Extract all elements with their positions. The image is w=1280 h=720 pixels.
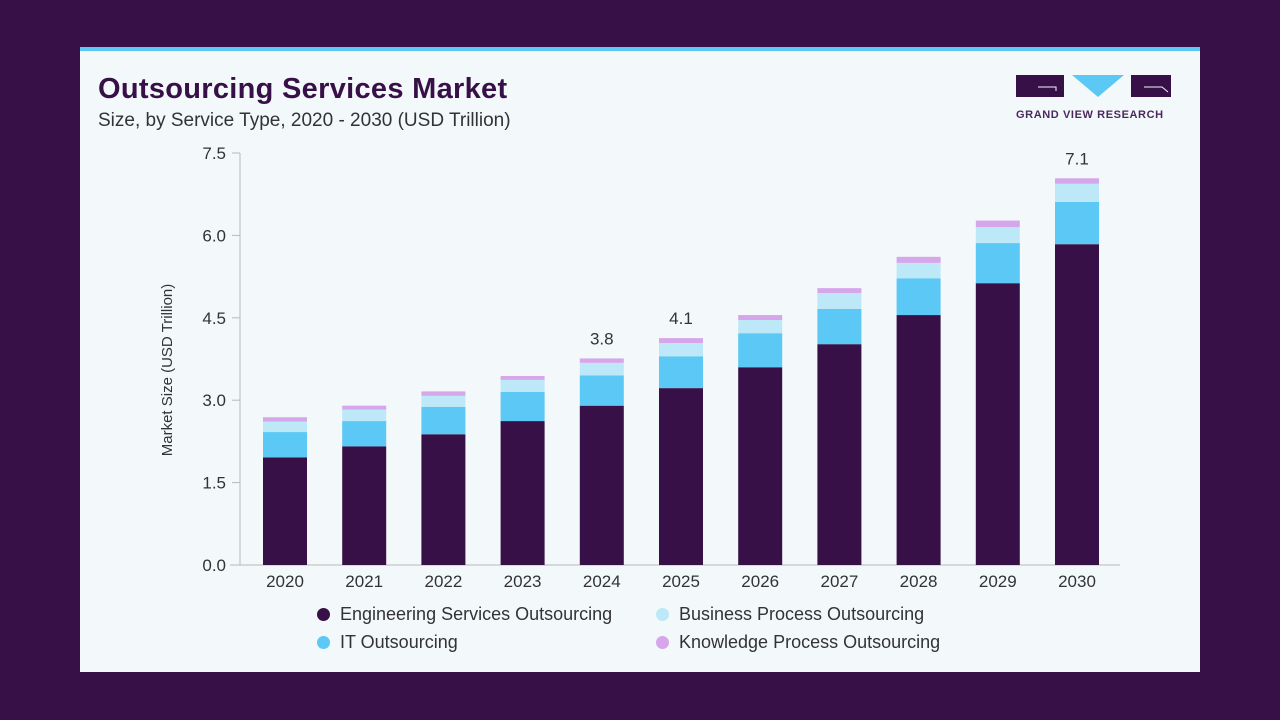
bar-segment	[659, 343, 703, 357]
bar-segment	[896, 315, 941, 565]
data-label: 7.1	[1065, 149, 1089, 168]
logo-text: GRAND VIEW RESEARCH	[1016, 109, 1164, 121]
bar-segment	[342, 405, 387, 410]
chart-subtitle: Size, by Service Type, 2020 - 2030 (USD …	[98, 110, 511, 131]
bar-segment	[896, 262, 941, 279]
legend-item-engineering: Engineering Services Outsourcing	[317, 604, 612, 625]
bar-segment	[1055, 178, 1099, 184]
legend-item-it: IT Outsourcing	[317, 632, 458, 653]
bar-segment	[659, 356, 703, 389]
bar-segment	[342, 446, 387, 565]
y-tick-label: 1.5	[202, 474, 226, 493]
x-tick-label: 2026	[741, 572, 779, 591]
bar-segment	[500, 391, 545, 422]
bar-segment	[579, 358, 624, 363]
x-tick-label: 2024	[583, 572, 621, 591]
x-tick-label: 2028	[900, 572, 938, 591]
y-tick-label: 0.0	[202, 556, 226, 575]
bar-segment	[659, 388, 703, 565]
x-tick-label: 2020	[266, 572, 304, 591]
bar-segment	[817, 288, 862, 294]
bar-segment	[817, 344, 862, 565]
bar-segment	[975, 243, 1020, 284]
bar-segment	[738, 333, 783, 368]
bar-segment	[1055, 244, 1099, 565]
grand-view-research-logo	[1016, 75, 1171, 97]
bar-segment	[817, 309, 862, 345]
bar-segment	[500, 379, 545, 392]
bar-segment	[1055, 183, 1099, 202]
legend-item-knowledge-process: Knowledge Process Outsourcing	[656, 632, 940, 653]
bar-segment	[263, 457, 307, 565]
legend-label: Engineering Services Outsourcing	[340, 604, 613, 624]
x-tick-label: 2029	[979, 572, 1017, 591]
bar-segment	[1055, 201, 1099, 245]
data-label: 4.1	[669, 309, 693, 328]
bar-segment	[421, 406, 466, 435]
bar-segment	[738, 367, 783, 565]
bar-segment	[738, 315, 783, 320]
x-tick-label: 2021	[345, 572, 383, 591]
bar-segment	[738, 319, 783, 334]
legend-swatch	[656, 608, 669, 621]
chart-title: Outsourcing Services Market	[98, 73, 508, 105]
legend-swatch	[317, 608, 330, 621]
bar-segment	[975, 283, 1020, 565]
bar-segment	[263, 417, 307, 422]
bar-segment	[342, 421, 387, 447]
legend-label: IT Outsourcing	[340, 632, 458, 652]
y-tick-label: 7.5	[202, 144, 226, 163]
bar-segment	[579, 375, 624, 406]
bar-segment	[975, 227, 1020, 244]
bar-segment	[263, 421, 307, 433]
y-tick-label: 6.0	[202, 226, 226, 245]
data-label: 3.8	[590, 329, 614, 348]
bar-segment	[421, 395, 466, 407]
x-tick-label: 2030	[1058, 572, 1096, 591]
bar-segment	[579, 362, 624, 376]
legend-label: Business Process Outsourcing	[679, 604, 925, 624]
y-tick-label: 4.5	[202, 309, 226, 328]
bar-segment	[421, 434, 466, 565]
bar-segment	[263, 432, 307, 458]
x-tick-label: 2022	[424, 572, 462, 591]
bar-segment	[500, 376, 545, 380]
legend-item-business-process: Business Process Outsourcing	[656, 604, 924, 625]
bar-segment	[896, 256, 941, 263]
bar-segment	[896, 278, 941, 316]
bar-segment	[659, 338, 703, 344]
x-tick-label: 2023	[504, 572, 542, 591]
legend-swatch	[656, 636, 669, 649]
y-tick-label: 3.0	[202, 391, 226, 410]
bar-segment	[500, 421, 545, 565]
legend-label: Knowledge Process Outsourcing	[679, 632, 941, 652]
bar-segment	[817, 293, 862, 310]
legend-swatch	[317, 636, 330, 649]
bar-segment	[579, 405, 624, 565]
y-axis-title: Market Size (USD Trillion)	[159, 284, 176, 457]
x-tick-label: 2027	[820, 572, 858, 591]
bar-segment	[421, 391, 466, 396]
bar-segment	[342, 409, 387, 422]
bar-segment	[975, 220, 1020, 228]
x-tick-label: 2025	[662, 572, 700, 591]
